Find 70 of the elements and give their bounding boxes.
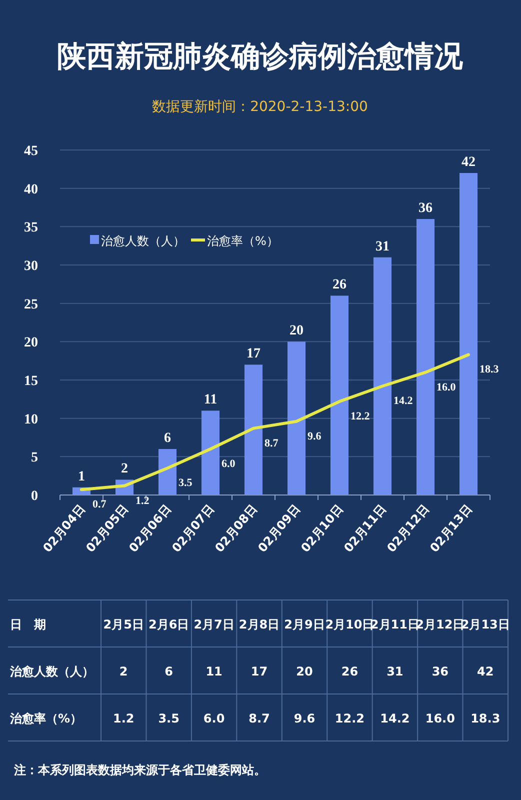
data-label: 36	[418, 201, 432, 216]
data-label: 16.0	[436, 381, 456, 394]
data-label: 18.3	[480, 364, 500, 376]
y-tick-label: 25	[24, 297, 38, 312]
bar	[201, 410, 220, 495]
bar	[330, 296, 349, 495]
data-label: 20	[296, 664, 313, 678]
data-label: 42	[477, 664, 494, 678]
category-label: 2月7日	[194, 618, 234, 632]
y-tick-label: 5	[31, 450, 38, 466]
chart-title: 陕西新冠肺炎确诊病例治愈情况	[57, 39, 464, 73]
data-label: 42	[462, 155, 476, 170]
y-tick-label: 10	[24, 412, 38, 428]
data-label: 3.5	[178, 477, 193, 490]
data-label: 9.6	[294, 712, 316, 726]
data-label: 14.2	[394, 395, 414, 408]
y-tick-label: 45	[24, 144, 38, 159]
data-label: 1	[78, 469, 85, 484]
data-label: 14.2	[380, 712, 410, 726]
category-label: 2月8日	[238, 618, 280, 632]
data-label: 6	[164, 431, 171, 446]
category-label: 2月5日	[103, 618, 144, 632]
data-label: 17	[246, 346, 260, 362]
data-label: 31	[376, 239, 390, 254]
y-tick-label: 20	[24, 336, 38, 351]
data-label: 18.3	[470, 712, 500, 726]
data-label: 3.5	[158, 712, 180, 726]
bar	[158, 449, 177, 495]
legend-label: 治愈率（%）	[207, 234, 278, 248]
data-label: 8.7	[264, 437, 279, 450]
category-label: 2月6日	[148, 618, 190, 632]
data-label: 9.6	[308, 430, 322, 442]
data-label: 12.2	[334, 712, 365, 726]
y-tick-label: 35	[24, 220, 38, 236]
bar	[373, 257, 392, 495]
bar	[416, 219, 435, 495]
data-label: 26	[341, 664, 358, 678]
data-label: 26	[332, 278, 346, 293]
data-label: 2	[119, 664, 128, 678]
text: 日 期	[10, 618, 46, 632]
data-label: 16.0	[425, 712, 455, 726]
data-label: 0.7	[92, 498, 107, 511]
data-label: 36	[432, 664, 449, 678]
data-label: 20	[290, 324, 304, 339]
text: 治愈人数（人）	[9, 664, 94, 678]
bar	[244, 364, 263, 495]
y-tick-label: 15	[24, 374, 38, 389]
x-tick-label: 02月04日	[40, 502, 88, 555]
data-label: 2	[121, 462, 128, 477]
data-label: 12.2	[350, 410, 370, 422]
data-label: 11	[206, 664, 222, 678]
data-label: 11	[204, 392, 218, 408]
data-label: 1.2	[112, 712, 134, 726]
y-tick-label: 40	[24, 182, 38, 198]
category-label: 2月9日	[284, 618, 325, 632]
bar	[459, 173, 478, 495]
text: 治愈率（%）	[9, 712, 82, 726]
y-tick-label: 0	[31, 489, 38, 504]
data-label: 31	[386, 664, 404, 678]
data-label: 17	[250, 664, 268, 678]
legend-label: 治愈人数（人）	[101, 234, 185, 248]
data-label: 6.0	[203, 712, 225, 726]
data-label: 6.0	[222, 458, 236, 470]
chart-subtitle: 数据更新时间：2020-2-13-13:00	[152, 99, 368, 115]
data-label: 8.7	[248, 712, 270, 726]
data-label: 1.2	[136, 494, 150, 507]
text: 注：本系列图表数据均来源于各省卫健委网站。	[13, 763, 266, 777]
data-label: 6	[164, 664, 174, 678]
y-tick-label: 30	[24, 259, 38, 274]
bar	[287, 342, 306, 495]
